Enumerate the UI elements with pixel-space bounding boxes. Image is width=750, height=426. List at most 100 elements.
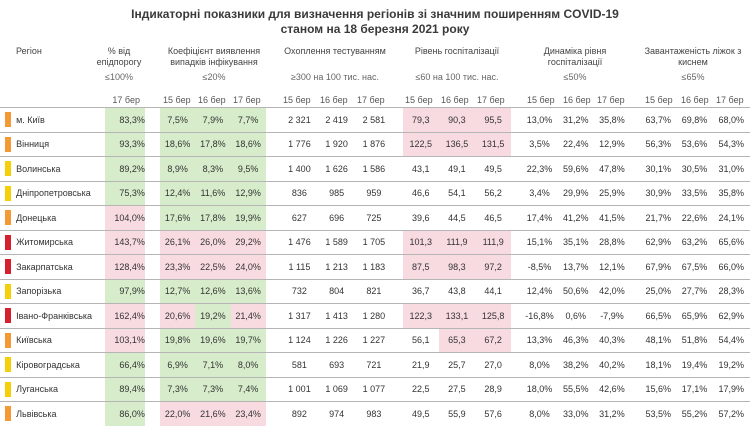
spacer — [265, 180, 281, 206]
hospitalization-cell: 22,5 — [402, 376, 439, 402]
dynamics-cell: 12,4% — [521, 278, 558, 304]
spacer — [144, 352, 161, 377]
region-name: м. Київ — [16, 107, 105, 132]
spacer — [392, 278, 403, 304]
dynamics-cell: 40,2% — [593, 352, 631, 377]
region-name: Кіровоградська — [16, 352, 105, 377]
hospitalization-cell: 46,6 — [402, 180, 439, 206]
testing-cell: 693 — [318, 352, 356, 377]
spacer — [630, 303, 641, 328]
date-label: 15 бер — [163, 95, 191, 105]
date-label: 16 бер — [681, 95, 709, 105]
detection-cell: 9,5% — [230, 156, 266, 181]
hospitalization-cell: 54,1 — [438, 180, 476, 206]
detection-cell: 29,2% — [230, 229, 266, 255]
dynamics-cell: 12,9% — [593, 131, 631, 157]
detection-cell: 12,7% — [160, 278, 196, 304]
beds-cell: 56,3% — [640, 131, 677, 157]
beds-cell: 17,1% — [676, 376, 713, 402]
region-name: Донецька — [16, 205, 105, 230]
spacer — [392, 376, 403, 402]
beds-header: Завантаженість ліжок з киснем — [644, 46, 742, 67]
spacer — [630, 401, 641, 426]
spacer — [392, 229, 403, 255]
spacer — [144, 156, 161, 181]
dynamics-cell: 35,8% — [593, 107, 631, 132]
detection-cell: 19,7% — [230, 327, 266, 353]
dynamics-cell: 40,3% — [593, 327, 631, 353]
detection-cell: 7,3% — [160, 376, 196, 402]
spacer — [392, 205, 403, 230]
spacer — [265, 327, 281, 353]
status-indicator — [0, 180, 17, 206]
dynamics-cell: 55,5% — [557, 376, 594, 402]
testing-cell: 959 — [355, 180, 393, 206]
testing-cell: 725 — [355, 205, 393, 230]
hospitalization-header: Рівень госпіталізації — [414, 46, 500, 56]
beds-cell: 30,5% — [676, 156, 713, 181]
beds-cell: 25,0% — [640, 278, 677, 304]
hospitalization-cell: 56,2 — [475, 180, 512, 206]
epi-threshold-cell: 97,9% — [104, 278, 145, 304]
status-indicator — [0, 352, 17, 377]
region-name: Запорізька — [16, 278, 105, 304]
spacer — [392, 180, 403, 206]
testing-cell: 1 589 — [318, 229, 356, 255]
beds-cell: 69,8% — [676, 107, 713, 132]
spacer — [511, 229, 522, 255]
status-indicator — [0, 303, 17, 328]
spacer — [265, 401, 281, 426]
table-row: Київська 103,1% 19,8% 19,6% 19,7% 1 124 1 226 1… — [0, 327, 750, 353]
spacer — [511, 205, 522, 230]
spacer — [144, 131, 161, 157]
dynamics-cell: 31,2% — [593, 401, 631, 426]
spacer — [265, 107, 281, 132]
dynamics-cell: 28,8% — [593, 229, 631, 255]
detection-cell: 7,3% — [195, 376, 231, 402]
spacer — [144, 327, 161, 353]
spacer — [144, 107, 161, 132]
table-row: Луганська 89,4% 7,3% 7,3% 7,4% 1 001 1 069 1 07… — [0, 376, 750, 402]
testing-cell: 1 317 — [280, 303, 319, 328]
spacer — [630, 352, 641, 377]
testing-cell: 1 413 — [318, 303, 356, 328]
date-label: 15 бер — [405, 95, 433, 105]
dynamics-cell: 3,5% — [521, 131, 558, 157]
testing-cell: 1 183 — [355, 254, 393, 279]
detection-cell: 22,5% — [195, 254, 231, 279]
beds-cell: 22,6% — [676, 205, 713, 230]
date-label: 17 бер — [233, 95, 261, 105]
hospitalization-cell: 49,5 — [402, 401, 439, 426]
beds-cell: 30,9% — [640, 180, 677, 206]
testing-cell: 1 920 — [318, 131, 356, 157]
date-label: 15 бер — [527, 95, 555, 105]
spacer — [144, 376, 161, 402]
table-row: м. Київ 83,3% 7,5% 7,9% 7,7% 2 321 2 419 2 581 7… — [0, 107, 750, 132]
dynamics-cell: 41,2% — [557, 205, 594, 230]
beds-cell: 21,7% — [640, 205, 677, 230]
testing-cell: 836 — [280, 180, 319, 206]
spacer — [392, 303, 403, 328]
date-label: 17 бер — [112, 95, 140, 105]
dynamics-cell: 17,4% — [521, 205, 558, 230]
indicators-table: м. Київ 83,3% 7,5% 7,9% 7,7% 2 321 2 419 2 581 7… — [0, 107, 750, 426]
dynamics-cell: 0,6% — [557, 303, 594, 328]
table-row: Донецька 104,0% 17,6% 17,8% 19,9% 627 696 725 39… — [0, 205, 750, 230]
hospitalization-cell: 101,3 — [402, 229, 439, 255]
testing-cell: 1 213 — [318, 254, 356, 279]
testing-cell: 627 — [280, 205, 319, 230]
epi-threshold-cell: 66,4% — [104, 352, 145, 377]
testing-limit: ≥300 на 100 тис. нас. — [290, 72, 380, 82]
hospitalization-cell: 43,1 — [402, 156, 439, 181]
detection-cell: 19,6% — [195, 327, 231, 353]
dynamics-limit: ≤50% — [563, 72, 587, 82]
detection-cell: 17,6% — [160, 205, 196, 230]
hospitalization-cell: 111,9 — [475, 229, 512, 255]
detection-cell: 26,0% — [195, 229, 231, 255]
testing-cell: 1 077 — [355, 376, 393, 402]
spacer — [265, 352, 281, 377]
spacer — [511, 352, 522, 377]
region-name: Івано-Франківська — [16, 303, 105, 328]
dynamics-cell: 12,1% — [593, 254, 631, 279]
table-row: Івано-Франківська 162,4% 20,6% 19,2% 21,4% 1 … — [0, 303, 750, 328]
